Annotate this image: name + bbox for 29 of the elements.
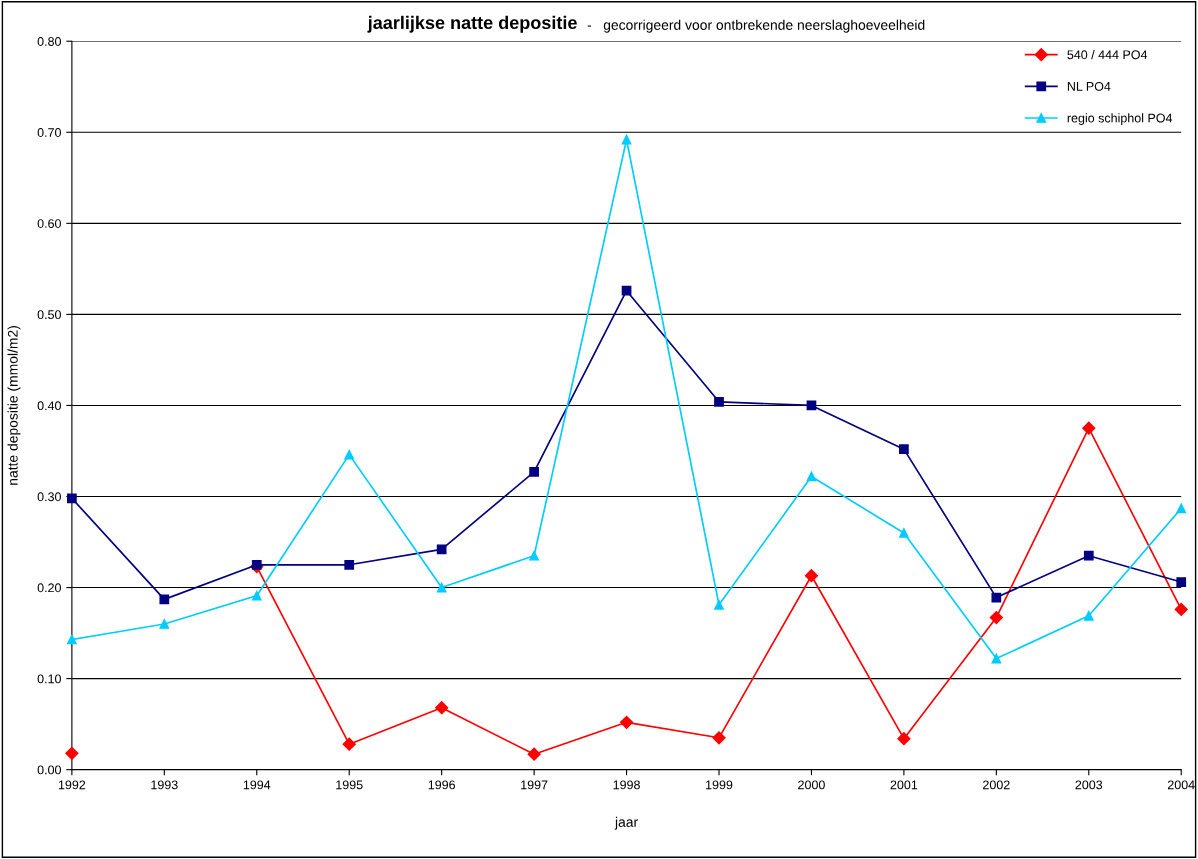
y-tick-label: 0.30: [37, 492, 61, 502]
x-tick-label: 1997: [521, 780, 548, 790]
y-tick-label: 0.40: [37, 401, 61, 411]
y-axis-title: natte depositie (mmol/m2): [7, 326, 21, 485]
legend-label: NL PO4: [1067, 81, 1111, 91]
x-tick-label: 2004: [1167, 780, 1195, 790]
x-tick-label: 2000: [798, 780, 825, 790]
y-tick-label: 0.70: [37, 128, 61, 137]
y-tick-label: 0.60: [37, 219, 61, 228]
x-tick-label: 1994: [243, 780, 271, 790]
x-tick-label: 1992: [58, 780, 86, 790]
x-tick-label: 2001: [890, 780, 918, 790]
x-tick-label: 2003: [1075, 780, 1103, 790]
y-tick-label: 0.80: [37, 37, 61, 46]
y-tick-label: 0.50: [37, 310, 61, 320]
x-tick-label: 1999: [706, 780, 733, 790]
x-tick-label: 1993: [151, 780, 178, 790]
x-tick-label: 1998: [613, 780, 640, 790]
x-axis-title: jaar: [614, 816, 638, 830]
legend-label: 540 / 444 PO4: [1067, 49, 1148, 60]
x-tick-label: 1995: [336, 780, 363, 790]
y-tick-label: 0.00: [37, 765, 61, 775]
y-tick-label: 0.20: [37, 583, 61, 593]
legend-label: regio schiphol PO4: [1067, 113, 1173, 125]
chart-subtitle: - gecorrigeerd voor ontbrekende neerslaghoeveelheid: [587, 19, 925, 33]
y-tick-label: 0.10: [37, 674, 61, 684]
x-tick-label: 1996: [428, 780, 456, 790]
x-tick-label: 2002: [983, 780, 1010, 790]
chart-title: jaarlijkse natte depositie: [367, 15, 577, 33]
